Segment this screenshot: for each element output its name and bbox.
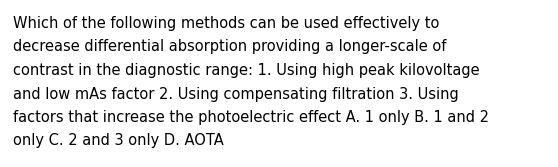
Text: and low mAs factor 2. Using compensating filtration 3. Using: and low mAs factor 2. Using compensating…: [13, 87, 459, 102]
Text: factors that increase the photoelectric effect A. 1 only B. 1 and 2: factors that increase the photoelectric …: [13, 110, 489, 125]
Text: Which of the following methods can be used effectively to: Which of the following methods can be us…: [13, 16, 439, 31]
Text: decrease differential absorption providing a longer-scale of: decrease differential absorption providi…: [13, 40, 446, 54]
Text: contrast in the diagnostic range: 1. Using high peak kilovoltage: contrast in the diagnostic range: 1. Usi…: [13, 63, 480, 78]
Text: only C. 2 and 3 only D. AOTA: only C. 2 and 3 only D. AOTA: [13, 133, 224, 148]
